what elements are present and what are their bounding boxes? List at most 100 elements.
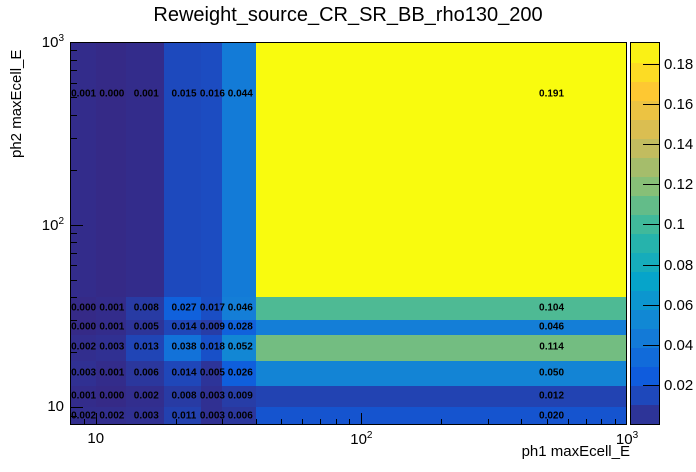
- cell-value-label: 0.104: [539, 302, 565, 314]
- cell-value-label: 0.003: [99, 341, 125, 353]
- cell-value-label: 0.001: [71, 390, 97, 402]
- colorbar-tick-label: 0.06: [664, 296, 694, 314]
- x-axis-tick: [601, 419, 603, 425]
- y-axis-tick: [71, 233, 77, 234]
- heatmap-cell: [222, 386, 256, 408]
- colorbar-tick-label: 0.18: [664, 56, 694, 74]
- cell-value-label: 0.014: [171, 321, 197, 333]
- colorbar-segment: [631, 81, 659, 101]
- colorbar-segment: [631, 157, 659, 177]
- colorbar-tick-label: 0.12: [664, 176, 694, 194]
- cell-value-label: 0.052: [227, 341, 253, 353]
- heatmap-cell: [126, 407, 164, 425]
- heatmap-cell: [255, 297, 627, 321]
- cell-value-label: 0.002: [99, 410, 125, 422]
- cell-value-label: 0.026: [227, 367, 253, 379]
- heatmap-cell: [255, 407, 627, 425]
- heatmap-cell: [163, 320, 202, 335]
- heatmap-cell: [201, 320, 223, 335]
- x-tick-label: 102: [350, 430, 373, 448]
- heatmap-cell: [222, 297, 256, 321]
- heatmap-cell: [201, 297, 223, 321]
- cell-value-label: 0.006: [227, 410, 253, 422]
- colorbar-tick-label: 0.08: [664, 256, 694, 274]
- heatmap-cell: [126, 42, 164, 298]
- cell-value-label: 0.000: [71, 302, 97, 314]
- y-axis-tick: [71, 279, 77, 281]
- cell-value-label: 0.001: [99, 367, 125, 379]
- cell-value-label: 0.012: [539, 390, 565, 402]
- x-axis-tick: [349, 419, 351, 425]
- x-axis-tick: [175, 419, 177, 425]
- heatmap-cell: [70, 360, 96, 387]
- cell-value-label: 0.013: [133, 341, 159, 353]
- heatmap-cell: [70, 386, 96, 408]
- heatmap-cell: [163, 407, 202, 425]
- y-axis-tick: [71, 96, 77, 98]
- heatmap-cell: [255, 334, 627, 361]
- y-axis-tick: [71, 415, 77, 417]
- y-tick-label: 102: [41, 215, 64, 234]
- cell-value-label: 0.046: [227, 302, 253, 314]
- heatmap-cell: [95, 407, 126, 425]
- heatmap-cell: [163, 297, 202, 321]
- y-axis-tick: [71, 137, 77, 139]
- heatmap-cell: [163, 42, 202, 298]
- x-axis-tick: [255, 419, 257, 425]
- cell-value-label: 0.005: [133, 321, 159, 333]
- x-axis-tick: [585, 419, 587, 425]
- heatmap-cell: [70, 320, 96, 335]
- colorbar-segment: [631, 43, 659, 63]
- cell-value-label: 0.046: [539, 321, 565, 333]
- heatmap-cell: [201, 407, 223, 425]
- cell-value-label: 0.001: [71, 88, 97, 100]
- heatmap-cell: [95, 297, 126, 321]
- cell-value-label: 0.008: [133, 302, 159, 314]
- y-axis-tick: [71, 59, 77, 61]
- cell-value-label: 0.006: [133, 367, 159, 379]
- cell-value-label: 0.001: [99, 302, 125, 314]
- cell-value-label: 0.014: [171, 367, 197, 379]
- cell-value-label: 0.018: [199, 341, 225, 353]
- heatmap-cell: [126, 334, 164, 361]
- heatmap-cell: [95, 42, 126, 298]
- colorbar-tick: [643, 224, 660, 226]
- cell-value-label: 0.003: [199, 390, 225, 402]
- heatmap-cell: [201, 334, 223, 361]
- cell-value-label: 0.002: [71, 410, 97, 422]
- colorbar-segment: [631, 176, 659, 196]
- colorbar-segment: [631, 366, 659, 387]
- x-axis-tick: [488, 419, 490, 425]
- heatmap-cell: [95, 320, 126, 335]
- colorbar-tick: [643, 384, 660, 386]
- colorbar-segment: [631, 309, 659, 330]
- x-axis-tick: [335, 419, 337, 425]
- x-axis-tick: [320, 419, 322, 425]
- heatmap-cell: [255, 42, 627, 298]
- cell-value-label: 0.002: [133, 390, 159, 402]
- cell-value-label: 0.027: [171, 302, 197, 314]
- cell-value-label: 0.015: [171, 88, 197, 100]
- cell-value-label: 0.191: [539, 88, 565, 100]
- x-axis-tick: [222, 419, 224, 425]
- colorbar-tick-label: 0.02: [664, 376, 694, 394]
- colorbar-tick: [643, 144, 660, 146]
- x-axis-tick: [281, 419, 283, 425]
- cell-value-label: 0.017: [199, 302, 225, 314]
- x-axis-tick: [521, 419, 523, 425]
- y-axis-tick: [71, 352, 77, 354]
- y-axis-tick: [71, 70, 77, 72]
- y-axis-title: ph2 maxEcell_E: [8, 49, 25, 158]
- y-axis-tick: [71, 320, 77, 322]
- cell-value-label: 0.044: [227, 88, 253, 100]
- colorbar-segment: [631, 252, 659, 273]
- cell-value-label: 0.005: [199, 367, 225, 379]
- colorbar-segment: [631, 119, 659, 139]
- heatmap-cell: [255, 386, 627, 408]
- heatmap-cell: [201, 42, 223, 298]
- heatmap-cell: [70, 297, 96, 321]
- heatmap-cell: [255, 320, 627, 335]
- colorbar-tick-label: 0.16: [664, 96, 694, 114]
- x-tick-label: 10: [87, 430, 105, 447]
